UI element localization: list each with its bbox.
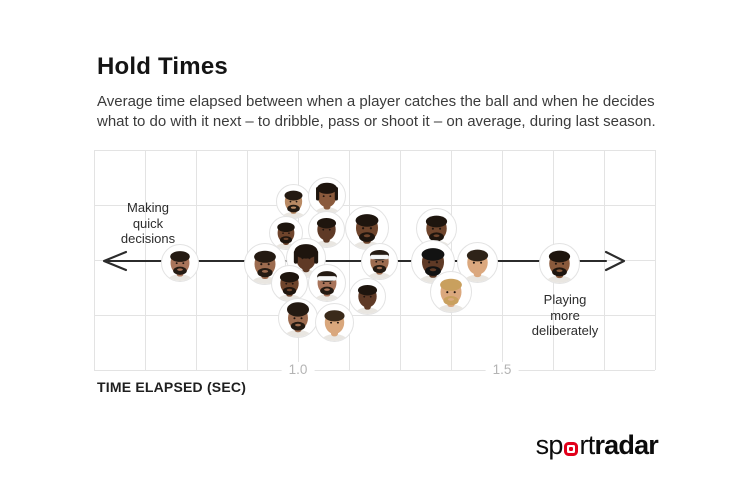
subtitle-line: Average time elapsed between when a play… (97, 93, 655, 110)
annotation-line: Playing (543, 292, 587, 307)
page-title: Hold Times (97, 53, 228, 80)
player-avatar-player-1 (161, 244, 199, 282)
player-avatar-player-11 (308, 264, 346, 302)
x-tick-1-0: 1.0 (281, 362, 315, 377)
player-avatar-player-18 (430, 271, 472, 313)
player-avatar-player-19 (539, 243, 580, 284)
annotation-line: decisions (120, 231, 176, 246)
subtitle-line: what to do with it next – to dribble, pa… (97, 112, 656, 130)
page-subtitle: Average time elapsed between when a play… (97, 92, 656, 131)
player-avatar-player-3 (276, 184, 311, 219)
player-avatar-player-12 (349, 278, 386, 315)
logo-text-radar: radar (594, 430, 658, 460)
x-axis-label: TIME ELAPSED (SEC) (97, 379, 247, 395)
gridline-horizontal (94, 150, 655, 151)
player-avatar-player-7 (345, 206, 389, 250)
sportradar-logo: sp rtradar (535, 430, 659, 461)
logo-text-rt: rt (579, 430, 596, 460)
player-avatar-player-13 (278, 298, 318, 338)
arrowhead-left (102, 250, 128, 272)
player-avatar-player-10 (271, 265, 308, 302)
player-avatar-player-9 (361, 243, 398, 280)
annotation-making-quick-decisions: Making quick decisions (100, 200, 196, 247)
gridline-vertical (655, 150, 656, 370)
logo-o-mark-icon (564, 441, 579, 456)
x-tick-1-5: 1.5 (485, 362, 519, 377)
player-avatar-player-16 (411, 240, 455, 284)
gridline-horizontal (94, 370, 655, 371)
logo-text-sp: sp (535, 430, 564, 460)
annotation-line: deliberately (531, 323, 599, 338)
player-avatar-player-4 (308, 177, 346, 215)
player-avatar-player-14 (315, 303, 354, 342)
annotation-line: quick (132, 215, 164, 231)
arrowhead-right (604, 250, 626, 272)
annotation-line: more (550, 307, 580, 323)
gridline-horizontal (94, 315, 655, 316)
annotation-playing-more-deliberately: Playing more deliberately (517, 292, 613, 339)
player-avatar-player-2 (244, 243, 286, 285)
gridline-horizontal (94, 205, 655, 206)
annotation-line: Making (127, 200, 169, 215)
player-avatar-player-6 (308, 211, 345, 248)
